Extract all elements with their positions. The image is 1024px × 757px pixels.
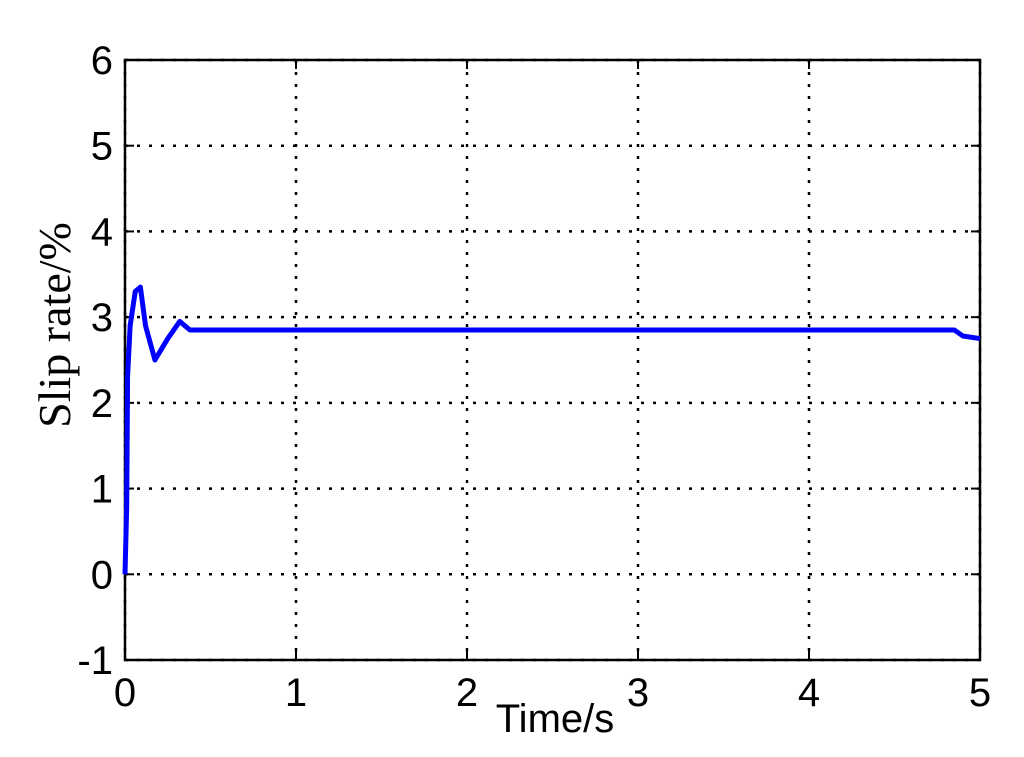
y-tick-label: 2 [91, 382, 113, 426]
y-tick-label: 1 [91, 468, 113, 512]
y-tick-label: -1 [77, 639, 113, 683]
y-tick-label: 6 [91, 39, 113, 83]
plot-frame [123, 58, 982, 662]
y-tick-label: 0 [91, 553, 113, 597]
x-tick-label: 3 [627, 671, 649, 715]
x-tick-label: 5 [969, 671, 991, 715]
x-tick-label: 2 [456, 671, 478, 715]
x-tick-label: 4 [798, 671, 820, 715]
y-tick-label: 4 [91, 210, 113, 254]
data-line [122, 284, 981, 575]
x-tick-label: 1 [285, 671, 307, 715]
y-tick-label: 3 [91, 296, 113, 340]
x-axis-label: Time/s [496, 697, 615, 741]
y-axis-label: Slip rate/% [29, 222, 80, 428]
x-tick-label: 0 [114, 671, 136, 715]
y-tick-label: 5 [91, 125, 113, 169]
